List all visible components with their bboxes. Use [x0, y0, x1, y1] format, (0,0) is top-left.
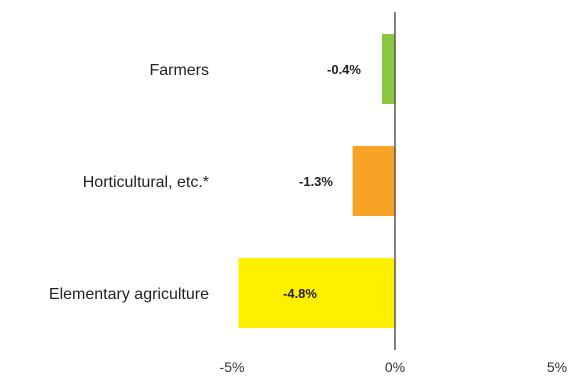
- bar-2: [238, 258, 395, 328]
- x-tick-label-1: 0%: [385, 359, 405, 375]
- bar-0: [381, 34, 395, 104]
- category-label-0: Farmers: [149, 62, 209, 79]
- labels-group: Farmers -0.4% Horticultural, etc.* -1.3% Ele…: [49, 62, 361, 303]
- data-label-2: -4.8%: [283, 286, 317, 301]
- bar-1: [352, 146, 395, 216]
- x-tick-label-0: -5%: [220, 359, 245, 375]
- x-tick-label-2: 5%: [547, 359, 567, 375]
- data-label-0: -0.4%: [327, 62, 361, 77]
- category-label-1: Horticultural, etc.*: [83, 174, 209, 191]
- bars-group: [238, 34, 395, 328]
- tick-labels-group: -5% 0% 5%: [220, 359, 568, 375]
- data-label-1: -1.3%: [299, 174, 333, 189]
- category-label-2: Elementary agriculture: [49, 286, 209, 303]
